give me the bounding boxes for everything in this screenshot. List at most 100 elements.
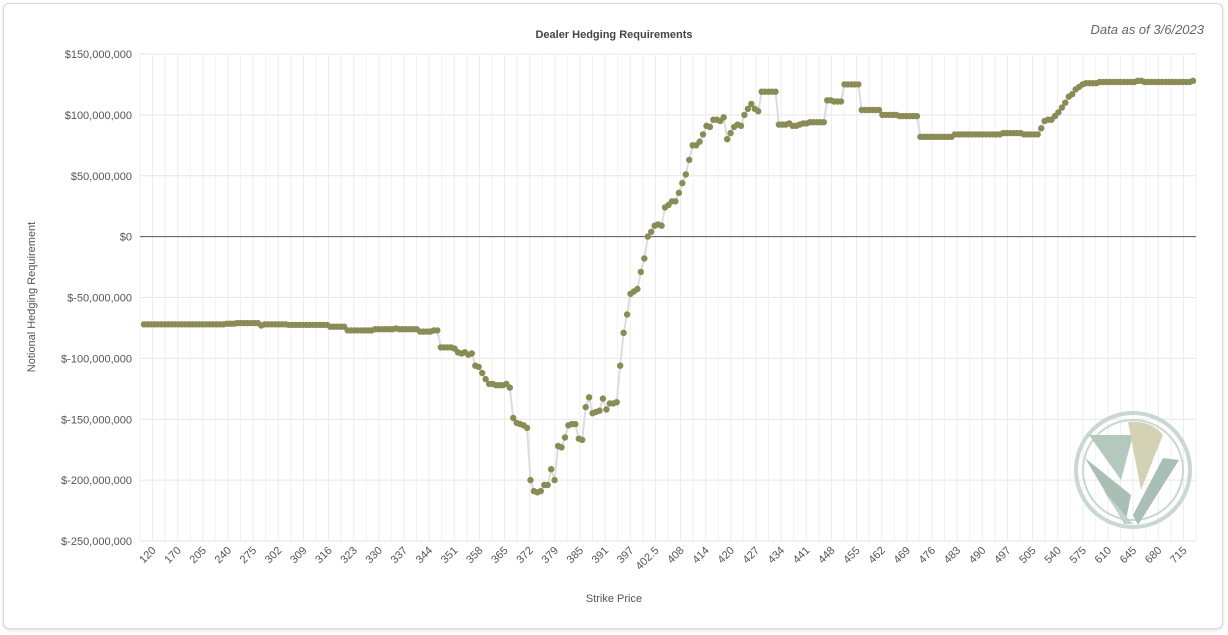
data-point — [582, 403, 589, 411]
data-point — [506, 384, 513, 391]
x-tick-label: 402.5 — [634, 545, 662, 573]
data-point — [755, 108, 762, 115]
x-tick-label: 120 — [137, 545, 158, 566]
data-point — [686, 156, 693, 164]
x-tick-label: 645 — [1118, 545, 1139, 566]
x-tick-label: 462 — [866, 545, 887, 566]
y-tick-label: $50,000,000 — [71, 171, 132, 183]
data-point — [1058, 104, 1066, 111]
data-point — [737, 122, 745, 129]
data-point — [548, 466, 555, 473]
data-point — [613, 399, 620, 406]
y-tick-label: $-50,000,000 — [67, 293, 132, 305]
data-point — [603, 406, 610, 413]
data-point — [679, 179, 686, 187]
x-tick-label: 420 — [716, 545, 737, 566]
data-point — [558, 444, 565, 451]
x-tick-label: 505 — [1017, 545, 1038, 566]
data-point — [620, 329, 627, 336]
x-axis-label: Strike Price — [585, 593, 643, 605]
data-point — [572, 420, 579, 428]
x-tick-label: 715 — [1168, 545, 1189, 566]
x-tick-label: 540 — [1042, 545, 1063, 566]
data-point — [913, 112, 921, 120]
data-point — [1062, 99, 1069, 106]
x-tick-label: 302 — [263, 545, 284, 566]
data-point — [720, 114, 727, 121]
data-point — [682, 171, 689, 178]
data-point — [855, 81, 862, 88]
data-point — [837, 98, 845, 105]
data-point — [482, 375, 489, 383]
data-point — [551, 476, 558, 484]
data-point — [724, 136, 731, 143]
x-tick-labels: 120 170 205 240 275 302 309 316 323 330 337 344 351 3… — [137, 545, 1189, 573]
data-as-of-label: Data as of 3/6/2023 — [1090, 22, 1204, 37]
data-point — [744, 105, 752, 113]
data-point — [1038, 125, 1045, 132]
data-point — [468, 350, 475, 357]
x-tick-label: 275 — [238, 545, 259, 566]
x-tick-label: 427 — [741, 545, 762, 566]
x-tick-label: 497 — [992, 545, 1013, 566]
data-point — [699, 131, 707, 138]
data-point — [634, 285, 641, 293]
data-point — [596, 407, 603, 414]
x-tick-label: 448 — [816, 545, 837, 566]
data-point — [641, 255, 648, 262]
x-tick-label: 309 — [288, 545, 309, 566]
x-tick-label: 476 — [917, 545, 938, 566]
x-tick-label: 414 — [690, 545, 711, 566]
data-point — [706, 123, 714, 131]
data-point — [544, 481, 551, 489]
data-point — [475, 363, 482, 371]
data-point — [527, 476, 534, 484]
y-tick-label: $100,000,000 — [65, 110, 132, 122]
data-point — [648, 228, 655, 235]
data-point — [579, 436, 586, 444]
data-point — [772, 88, 779, 95]
data-point — [1069, 91, 1076, 98]
data-point — [675, 189, 683, 196]
series-points — [140, 77, 1197, 496]
x-tick-label: 483 — [942, 545, 963, 566]
data-point — [644, 233, 651, 240]
x-tick-label: 205 — [188, 545, 209, 566]
x-tick-label: 490 — [967, 545, 988, 566]
x-tick-label: 351 — [439, 545, 460, 566]
chart-title: Dealer Hedging Requirements — [535, 29, 693, 41]
x-tick-label: 680 — [1143, 545, 1164, 566]
x-tick-label: 469 — [892, 545, 913, 566]
data-point — [523, 424, 531, 431]
x-tick-label: 455 — [841, 545, 862, 566]
data-point — [727, 129, 734, 137]
x-tick-label: 441 — [791, 545, 812, 566]
x-tick-label: 575 — [1068, 545, 1089, 566]
x-tick-label: 379 — [540, 545, 561, 566]
y-tick-label: $-100,000,000 — [61, 353, 132, 365]
y-tick-label: $-150,000,000 — [61, 414, 132, 426]
x-tick-label: 434 — [766, 545, 787, 566]
y-tick-label: $-250,000,000 — [61, 536, 132, 548]
data-point — [658, 222, 665, 229]
data-point — [1189, 77, 1197, 85]
data-point — [820, 119, 827, 126]
y-tick-label: $150,000,000 — [65, 49, 132, 61]
data-point — [479, 369, 486, 377]
data-point — [875, 106, 883, 114]
y-tick-label: $-200,000,000 — [61, 475, 132, 487]
x-tick-label: 358 — [464, 545, 485, 566]
data-point — [1055, 109, 1062, 116]
grid-lines — [139, 53, 1197, 542]
x-tick-label: 337 — [389, 545, 410, 566]
data-point — [537, 487, 544, 495]
x-tick-label: 330 — [364, 545, 385, 566]
data-point — [617, 362, 624, 369]
data-point — [637, 268, 645, 276]
x-tick-label: 365 — [489, 545, 510, 566]
y-tick-labels: $150,000,000 $100,000,000 $50,000,000 $0 $-5… — [61, 49, 132, 548]
x-tick-label: 240 — [213, 545, 234, 566]
data-point — [434, 327, 441, 334]
data-point — [510, 414, 517, 422]
